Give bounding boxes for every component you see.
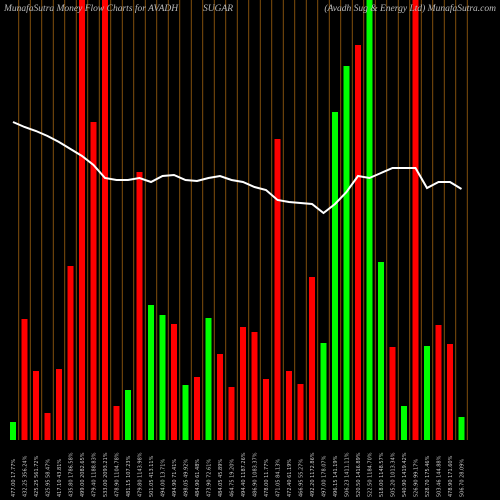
x-tick-label: 522.50 1184.70% <box>368 452 374 497</box>
bar <box>343 66 350 440</box>
bar <box>56 369 62 440</box>
x-labels: 477.00 17.77% 432.25 356.24% 425.25 561.72… <box>11 452 466 497</box>
bar <box>79 0 85 440</box>
x-tick-label: 492.20 1172.86% <box>310 452 316 497</box>
bar <box>263 379 269 440</box>
x-tick-label: 472.40 61.19% <box>287 459 293 497</box>
x-tick-label: 526.90 99.17% <box>414 459 420 497</box>
x-tick-label: 486.90 1083.37% <box>253 452 259 497</box>
x-tick-label: 494.90 71.41% <box>172 459 178 497</box>
bar <box>389 347 396 440</box>
bar <box>102 0 108 440</box>
bar <box>182 385 189 440</box>
bar <box>125 390 131 440</box>
bar <box>320 343 327 440</box>
x-tick-label: 425.95 58.47% <box>46 459 52 497</box>
x-tick-label: 478.90 1104.78% <box>115 452 121 497</box>
bar <box>447 344 453 440</box>
x-tick-label: 435.80 1786.58% <box>69 452 75 497</box>
x-tick-label: 494.00 13.71% <box>161 459 167 497</box>
bar <box>355 45 361 440</box>
x-tick-label: 497.00 178.07% <box>322 455 328 497</box>
lines <box>12 121 463 215</box>
bar <box>67 266 74 440</box>
bar <box>309 277 315 440</box>
x-tick-label: 505.20 1013.34% <box>391 452 397 497</box>
x-tick-label: 506.70 28.09% <box>460 459 466 497</box>
chart-title-right: (Avadh Sug & Energy Ltd) MunafaSutra.com <box>324 3 496 14</box>
x-tick-label: 464.75 19.20% <box>230 459 236 497</box>
x-tick-label: 540.90 1419.42% <box>402 452 408 497</box>
bar <box>10 422 16 440</box>
bar <box>424 346 430 440</box>
chart-title: MunafaSutra Money Flow Charts for AVADH <box>3 3 179 14</box>
x-tick-label: 494.40 1187.26% <box>241 452 247 497</box>
bar <box>332 112 338 440</box>
bar <box>401 406 407 440</box>
bar <box>205 318 212 440</box>
bar <box>217 354 223 440</box>
bar <box>171 324 177 440</box>
bar <box>44 413 51 440</box>
x-tick-label: 477.00 17.77% <box>11 459 17 497</box>
x-tick-label: 425.25 561.72% <box>34 455 40 497</box>
x-tick-label: 528.70 175.46% <box>425 455 431 497</box>
x-tick-label: 501.05 413.11% <box>149 455 155 497</box>
bar <box>435 325 442 440</box>
x-tick-label: 484.90 61.48% <box>195 459 201 497</box>
bar <box>136 172 143 440</box>
bar <box>113 406 120 440</box>
x-tick-label: 481.15 107.23% <box>126 455 132 497</box>
bar <box>159 315 166 440</box>
bar <box>274 139 281 440</box>
x-tick-label: 478.90 171.60% <box>448 455 454 497</box>
x-tick-label: 499.00 2082.65% <box>80 452 86 497</box>
x-tick-label: 506.23 1411.11% <box>345 452 351 497</box>
x-tick-label: 417.10 43.81% <box>57 459 63 497</box>
bar <box>240 327 246 440</box>
x-tick-label: 478.00 11.77% <box>264 459 270 497</box>
bar <box>297 384 304 440</box>
x-tick-label: 484.05 45.89% <box>218 459 224 497</box>
x-tick-label: 479.40 1188.83% <box>92 452 98 497</box>
bar <box>33 371 39 440</box>
x-tick-label: 479.80 1143.98% <box>138 452 144 497</box>
x-tick-label: 518.00 1148.57% <box>379 452 385 497</box>
bar <box>148 305 154 440</box>
flow-line <box>12 121 463 215</box>
chart-title-middle: SUGAR <box>203 4 233 14</box>
bar <box>251 332 258 440</box>
x-tick-label: 432.25 356.24% <box>23 455 29 497</box>
bar <box>228 387 235 440</box>
bar <box>90 122 97 440</box>
x-tick-label: 466.95 55.27% <box>299 459 305 497</box>
bar <box>378 262 384 440</box>
bar <box>194 377 200 440</box>
bar <box>21 319 28 440</box>
bar <box>366 0 373 440</box>
x-tick-label: 498.05 49.92% <box>184 459 190 497</box>
grid <box>18 0 468 440</box>
x-tick-label: 471.05 84.13% <box>276 459 282 497</box>
bar <box>412 0 419 440</box>
bar <box>458 417 465 440</box>
bars <box>10 0 465 440</box>
x-tick-label: 520.50 1416.89% <box>356 452 362 497</box>
x-tick-label: 473.90 72.61% <box>207 459 213 497</box>
x-tick-label: 533.00 2093.21% <box>103 452 109 497</box>
x-tick-label: 503.46 144.88% <box>437 455 443 497</box>
bar <box>286 371 292 440</box>
x-tick-label: 496.15 141.19% <box>333 455 339 497</box>
